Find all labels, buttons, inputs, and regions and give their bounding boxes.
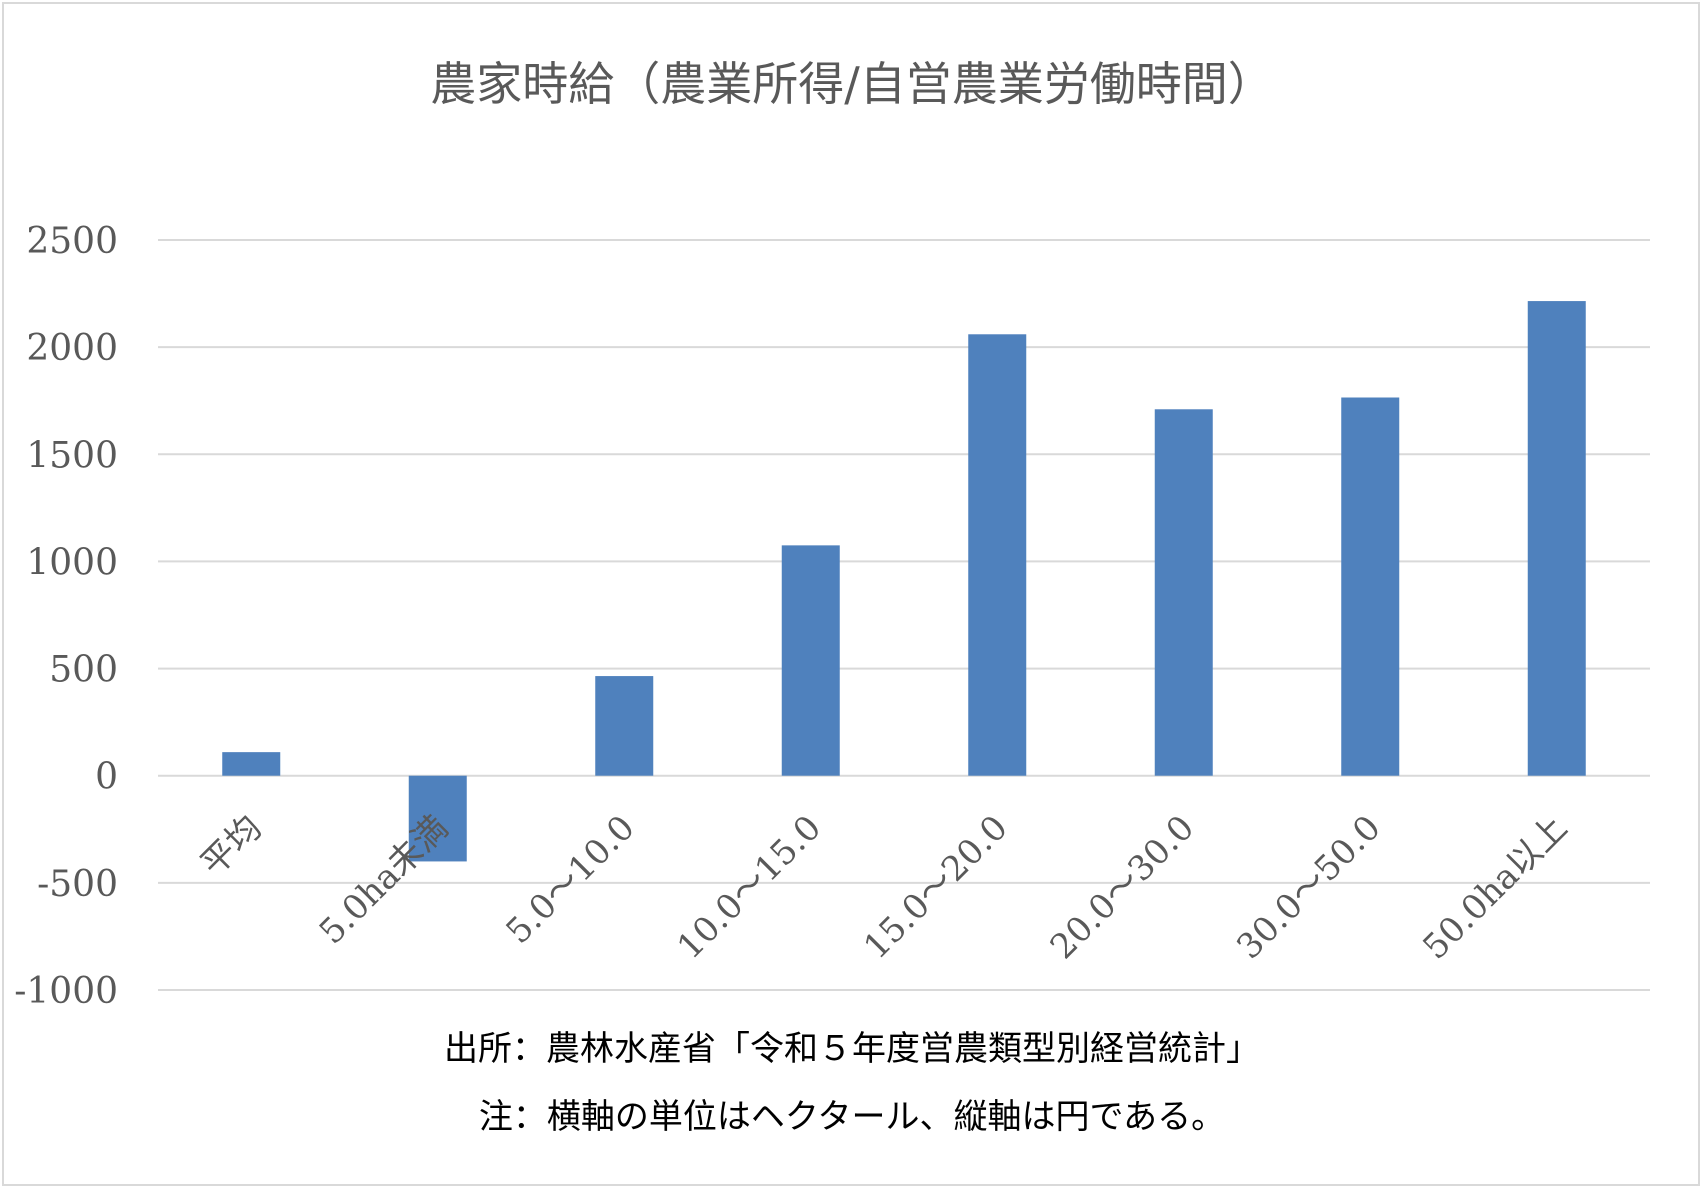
y-tick-label: 1000 [26,542,118,583]
y-tick-label: 2000 [26,328,118,369]
x-tick-label: 15.0～20.0 [856,808,1015,967]
x-tick-label: 30.0～50.0 [1229,808,1388,967]
x-tick-label: 50.0ha以上 [1415,808,1575,968]
y-tick-label: 0 [95,757,118,798]
bar [222,752,281,776]
bar [408,775,467,862]
x-tick-label: 5.0～10.0 [499,808,643,952]
y-axis-ticks: 2500 2000 1500 1000 500 0 -500 -1000 [14,221,118,1012]
y-tick-label: -1000 [14,971,118,1012]
x-tick-label: 10.0～15.0 [670,808,829,967]
unit-note: 注：横軸の単位はヘクタール、縦軸は円である。 [479,1097,1225,1137]
bar [1527,301,1586,776]
y-tick-label: -500 [37,864,118,905]
x-tick-label: 平均 [193,808,269,884]
source-note: 出所：農林水産省「令和５年度営農類型別経営統計」 [444,1029,1260,1069]
bar [781,545,840,776]
bar [1341,397,1400,776]
bars [222,301,1586,862]
y-tick-label: 500 [49,650,118,691]
x-axis-ticks: 平均 5.0ha未満 5.0～10.0 10.0～15.0 15.0～20.0 20.0～… [193,808,1575,968]
x-tick-label: 5.0ha未満 [312,808,456,952]
y-tick-label: 2500 [26,221,118,262]
x-tick-label: 20.0～30.0 [1043,808,1202,967]
bar [968,334,1027,776]
bar [1154,409,1213,776]
chart-title: 農家時給（農業所得/自営農業労働時間） [430,57,1274,111]
y-tick-label: 1500 [26,435,118,476]
bar [595,676,654,776]
gridlines [158,239,1650,991]
